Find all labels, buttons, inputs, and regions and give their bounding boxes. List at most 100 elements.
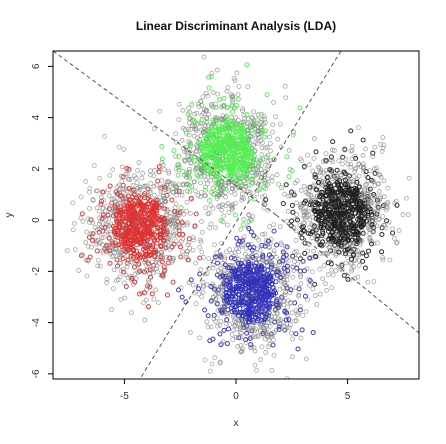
data-point <box>264 144 270 150</box>
data-point <box>267 224 272 229</box>
data-point <box>94 248 100 254</box>
data-point <box>137 269 143 275</box>
data-point <box>342 147 348 153</box>
data-point <box>289 264 295 270</box>
data-point <box>251 120 257 126</box>
data-point <box>298 281 304 287</box>
data-point <box>100 189 106 195</box>
data-point <box>105 212 111 217</box>
data-point <box>204 319 210 325</box>
data-point <box>140 236 146 242</box>
x-tick-label: 0 <box>233 391 239 402</box>
data-point <box>192 119 198 125</box>
data-point <box>141 211 147 217</box>
data-point <box>266 279 272 285</box>
data-point <box>171 189 177 195</box>
data-point <box>236 249 241 255</box>
data-point <box>203 90 209 96</box>
data-point <box>204 139 210 145</box>
data-point <box>187 330 193 335</box>
data-point <box>275 297 281 303</box>
data-point <box>120 190 126 195</box>
data-point <box>174 192 180 198</box>
data-point <box>200 280 206 285</box>
data-point <box>228 277 234 283</box>
data-point <box>156 164 162 170</box>
data-point <box>380 214 386 219</box>
data-point <box>221 137 227 143</box>
data-point <box>309 235 315 241</box>
data-point <box>235 344 241 349</box>
data-point <box>104 276 110 282</box>
data-point <box>230 337 236 343</box>
data-point <box>173 184 179 189</box>
data-point <box>121 146 127 152</box>
data-point <box>400 212 406 217</box>
data-point <box>217 116 223 122</box>
data-point <box>282 290 288 295</box>
data-point <box>221 213 227 219</box>
data-point <box>179 220 185 226</box>
data-point <box>232 78 238 84</box>
data-point <box>176 241 182 247</box>
data-point <box>358 223 364 229</box>
data-point <box>231 76 237 81</box>
data-point <box>266 244 272 250</box>
data-point <box>350 207 356 213</box>
data-point <box>163 187 169 192</box>
data-point <box>243 155 249 161</box>
data-point <box>261 278 267 284</box>
data-point <box>372 170 378 176</box>
data-point <box>158 254 164 260</box>
data-point <box>245 127 251 133</box>
data-point <box>90 197 96 202</box>
data-point <box>147 267 153 273</box>
data-point <box>255 136 261 141</box>
data-point <box>184 248 190 254</box>
data-point <box>307 217 313 223</box>
data-point <box>148 180 154 186</box>
data-point <box>262 134 268 140</box>
data-point <box>315 233 321 239</box>
data-point <box>290 336 295 342</box>
data-point <box>111 286 116 292</box>
data-point <box>143 297 149 303</box>
data-point <box>163 245 169 251</box>
data-point <box>217 154 223 160</box>
data-point <box>271 228 277 234</box>
data-point <box>228 142 234 148</box>
data-point <box>244 330 250 336</box>
data-point <box>296 286 302 292</box>
data-point <box>240 106 246 112</box>
data-point <box>333 253 339 258</box>
data-point <box>276 181 282 187</box>
data-point <box>132 279 138 285</box>
data-point <box>124 247 130 253</box>
data-point <box>189 101 195 107</box>
data-point <box>260 194 265 200</box>
data-point <box>266 238 272 244</box>
data-point <box>302 250 308 256</box>
data-point <box>120 266 126 272</box>
data-point <box>259 152 265 158</box>
data-point <box>208 283 214 289</box>
data-point <box>224 105 230 111</box>
data-point <box>185 126 191 132</box>
data-point <box>320 190 326 196</box>
data-point <box>251 196 257 202</box>
data-point <box>216 163 222 169</box>
data-point <box>224 341 230 347</box>
data-point <box>212 124 218 130</box>
data-point <box>190 247 196 253</box>
data-point <box>109 307 114 313</box>
data-point <box>217 331 223 337</box>
data-point <box>367 235 373 241</box>
data-point <box>221 282 227 287</box>
data-point <box>294 178 300 184</box>
data-point <box>383 225 389 231</box>
data-point <box>320 233 326 239</box>
data-point <box>224 119 230 125</box>
data-point <box>267 141 273 146</box>
data-point <box>214 315 220 321</box>
data-point <box>116 144 122 150</box>
